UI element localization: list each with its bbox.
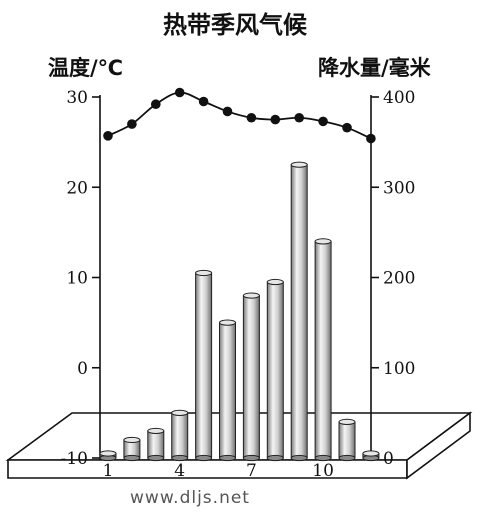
temperature-point [174, 87, 185, 98]
precipitation-bar [242, 292, 260, 462]
y-right-ticks: 400 300 200 100 0 [371, 88, 415, 469]
y-left-tick-label: 10 [66, 269, 88, 289]
temperature-point [294, 112, 305, 123]
chart-title: 热带季风气候 [163, 11, 308, 39]
y-right-tick-label: 0 [383, 449, 394, 469]
x-tick-label: 4 [174, 461, 185, 481]
precipitation-bar [290, 161, 308, 462]
y-right-tick-label: 400 [383, 88, 415, 108]
watermark-text: www.dljs.net [130, 488, 250, 508]
precipitation-bar [195, 269, 213, 462]
y-left-tick-label: 0 [77, 359, 88, 379]
precipitation-bar [171, 409, 189, 462]
x-tick-label: 10 [312, 461, 334, 481]
precipitation-bar [338, 418, 356, 462]
precipitation-bars [99, 161, 380, 462]
precipitation-bar [266, 278, 284, 462]
y-left-tick-label: -10 [61, 449, 88, 469]
temperature-point [151, 99, 161, 110]
temperature-line [107, 91, 372, 140]
temperature-point [127, 119, 137, 129]
precipitation-bar [123, 436, 141, 462]
x-tick-label: 7 [246, 461, 257, 481]
y-left-axis-title: 温度/℃ [48, 56, 123, 80]
x-tick-label: 1 [103, 461, 114, 481]
precipitation-bar [99, 450, 117, 462]
temperature-point [246, 112, 257, 123]
y-left-tick-label: 20 [66, 178, 88, 198]
temperature-point [342, 122, 352, 133]
temperature-point [318, 116, 328, 127]
precipitation-bar [362, 450, 380, 462]
y-left-ticks: 30 20 10 0 -10 [61, 88, 100, 469]
temperature-point [222, 106, 233, 117]
temperature-point [198, 96, 209, 107]
temperature-point [103, 131, 113, 141]
precipitation-bar [219, 319, 236, 462]
y-right-tick-label: 300 [383, 178, 415, 198]
x-tick-labels: 1 4 7 10 [103, 461, 334, 481]
temperature-points [103, 87, 376, 144]
temperature-point [366, 133, 376, 144]
y-right-tick-label: 200 [383, 269, 415, 289]
precipitation-bar [314, 238, 332, 462]
precipitation-bar [147, 427, 165, 462]
y-right-axis-title: 降水量/毫米 [318, 56, 432, 80]
y-left-tick-label: 30 [66, 88, 88, 108]
y-right-tick-label: 100 [383, 359, 415, 379]
temperature-point [270, 114, 281, 125]
